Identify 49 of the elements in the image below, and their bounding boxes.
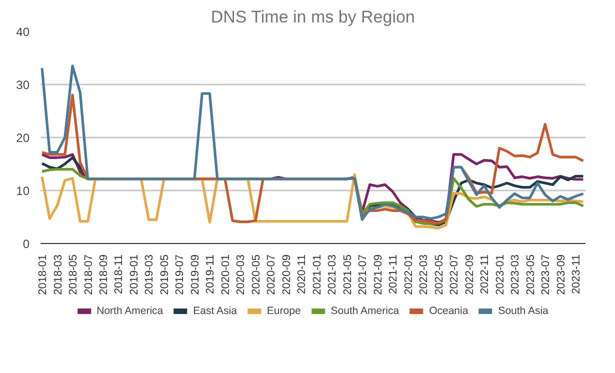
x-tick-label: 2023-11	[570, 254, 583, 294]
x-tick-label: 2019-11	[204, 254, 217, 294]
legend-label: South America	[330, 305, 400, 317]
x-tick-label: 2022-03	[418, 254, 430, 295]
x-tick-label: 2021-01	[311, 254, 324, 295]
x-tick-label: 2021-11	[388, 254, 400, 294]
x-tick-label: 2022-11	[479, 254, 492, 294]
legend-label: South Asia	[498, 305, 548, 317]
legend-label: Europe	[266, 305, 301, 317]
x-tick-label: 2019-07	[174, 254, 186, 295]
x-tick-label: 2020-03	[235, 254, 248, 295]
x-tick-label: 2021-05	[342, 254, 354, 295]
x-tick-label: 2018-07	[82, 254, 95, 295]
x-tick-label: 2019-01	[128, 254, 140, 295]
x-tick-label: 2020-07	[266, 254, 278, 295]
x-tick-label: 2019-09	[189, 254, 202, 295]
x-tick-label: 2021-09	[372, 254, 384, 295]
x-tick-label: 2021-07	[357, 254, 370, 295]
y-tick-label: 10	[16, 184, 30, 198]
line-series	[40, 64, 585, 221]
x-tick-label: 2018-03	[52, 254, 64, 295]
x-tick-label: 2020-11	[296, 254, 308, 294]
x-tick-label: 2022-09	[464, 254, 476, 295]
x-tick-label: 2022-01	[402, 254, 415, 295]
legend-label: North America	[96, 305, 164, 317]
x-tick-label: 2021-03	[326, 254, 339, 295]
x-tick-label: 2020-09	[280, 254, 293, 295]
y-tick-label: 40	[16, 25, 30, 39]
x-tick-label: 2018-11	[113, 254, 126, 294]
x-tick-label: 2018-05	[68, 254, 80, 295]
x-tick-label: 2023-09	[555, 254, 568, 295]
x-tick-label: 2019-05	[158, 254, 171, 295]
x-tick-label: 2023-01	[494, 254, 506, 295]
x-tick-label: 2022-05	[433, 254, 446, 295]
x-tick-label: 2023-07	[540, 254, 552, 295]
x-tick-label: 2022-07	[448, 254, 461, 295]
x-tick-label: 2018-09	[98, 254, 110, 295]
legend-label: East Asia	[193, 305, 237, 317]
chart-title: DNS Time in ms by Region	[210, 8, 415, 26]
x-tick-label: 2020-01	[220, 254, 232, 295]
x-tick-label: 2023-03	[510, 254, 522, 295]
x-tick-label: 2018-01	[37, 254, 50, 295]
x-tick-label: 2023-05	[524, 254, 537, 295]
y-tick-label: 0	[22, 237, 30, 251]
x-tick-label: 2019-03	[144, 254, 156, 295]
x-tick-label: 2020-05	[250, 254, 262, 295]
legend-label: Oceania	[429, 305, 468, 317]
y-tick-label: 30	[16, 78, 30, 92]
y-tick-label: 20	[16, 131, 30, 145]
